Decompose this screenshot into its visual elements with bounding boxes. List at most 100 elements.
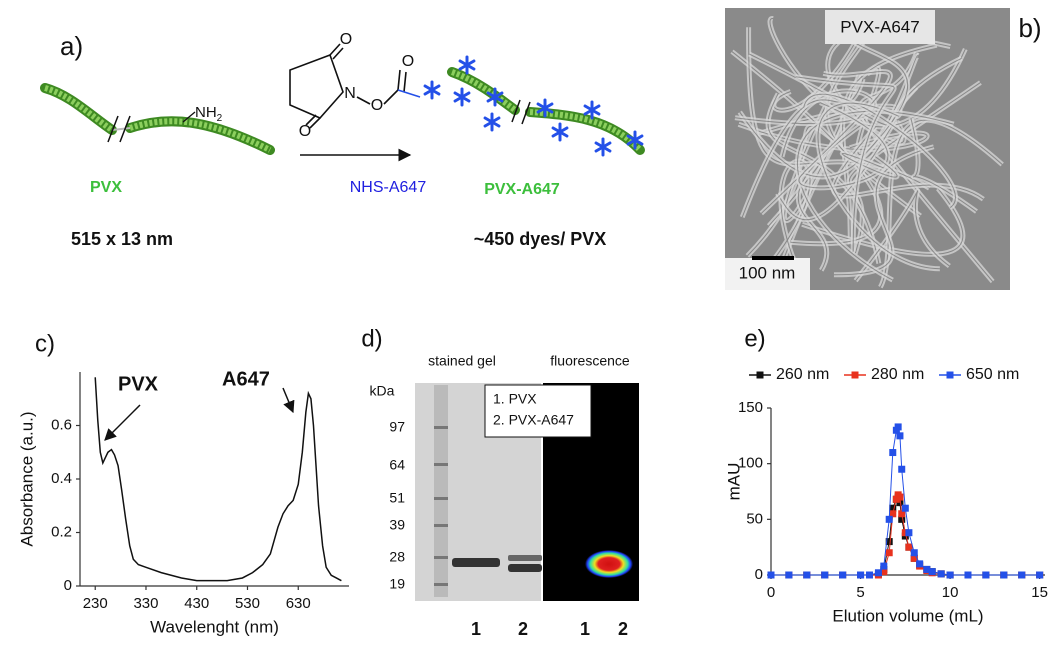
atom-label: O bbox=[371, 97, 383, 114]
fiber-edge bbox=[855, 190, 950, 282]
series-marker bbox=[889, 449, 897, 457]
caption-box bbox=[825, 10, 935, 44]
lane-label: 2 bbox=[518, 619, 528, 639]
legend-marker bbox=[756, 371, 764, 379]
series-marker bbox=[885, 515, 893, 523]
reagent-name: NHS-A647 bbox=[350, 179, 427, 196]
panel-label: b) bbox=[1018, 13, 1041, 43]
series-marker bbox=[896, 499, 904, 507]
micrograph-fibers bbox=[730, 13, 1004, 290]
series-marker bbox=[892, 495, 900, 503]
series-marker bbox=[898, 515, 906, 523]
x-axis-label: Elution volume (mL) bbox=[832, 606, 983, 625]
scale-label: 100 nm bbox=[739, 263, 796, 282]
panel-label: e) bbox=[744, 325, 765, 352]
lane-label: 1 bbox=[471, 619, 481, 639]
dye-marker bbox=[483, 112, 501, 132]
series-marker bbox=[767, 571, 775, 579]
series-marker bbox=[1036, 571, 1044, 579]
marker-label: 39 bbox=[389, 517, 405, 533]
series-marker bbox=[910, 549, 918, 557]
atom-label: O bbox=[340, 31, 352, 48]
series-marker bbox=[885, 549, 893, 557]
annotation: PVX bbox=[118, 373, 159, 395]
dye-marker bbox=[594, 137, 612, 157]
series-marker bbox=[857, 571, 865, 579]
marker-label: 51 bbox=[389, 490, 405, 506]
gel-bands bbox=[434, 385, 633, 597]
x-tick-label: 430 bbox=[184, 595, 209, 612]
legend-marker bbox=[946, 371, 954, 379]
amine: NH2 bbox=[195, 104, 223, 124]
legend-label: 650 nm bbox=[966, 366, 1019, 383]
series-marker bbox=[1000, 571, 1008, 579]
x-tick-label: 230 bbox=[83, 595, 108, 612]
fiber-edge bbox=[803, 93, 956, 209]
annotation-arrow bbox=[104, 404, 141, 441]
series-marker bbox=[946, 571, 954, 579]
pvx-rod bbox=[40, 83, 275, 155]
gel-legend-entry: 1. PVX bbox=[493, 391, 537, 407]
series-marker bbox=[896, 493, 904, 501]
gel-title: stained gel bbox=[428, 353, 496, 369]
series-marker bbox=[916, 560, 924, 568]
marker-label: 19 bbox=[389, 576, 405, 592]
y-axis-label: mAU bbox=[724, 463, 743, 501]
y-tick-label: 50 bbox=[746, 510, 763, 527]
amine-text: NH bbox=[195, 104, 217, 121]
legend-marker bbox=[851, 371, 859, 379]
series-marker bbox=[1018, 571, 1026, 579]
dye-marker bbox=[583, 100, 601, 120]
series-marker bbox=[964, 571, 972, 579]
atom-label: O bbox=[299, 123, 311, 140]
lane-label: 2 bbox=[618, 619, 628, 639]
x-tick-label: 15 bbox=[1031, 584, 1048, 601]
annotation: A647 bbox=[222, 368, 270, 390]
series-marker bbox=[785, 571, 793, 579]
series-marker bbox=[896, 432, 904, 440]
panel-label: c) bbox=[35, 330, 55, 357]
fiber-edge bbox=[741, 78, 864, 218]
dye-marker bbox=[458, 55, 476, 75]
lane-label: 1 bbox=[580, 619, 590, 639]
series-marker bbox=[885, 538, 893, 546]
series-marker bbox=[982, 571, 990, 579]
series-marker bbox=[898, 510, 906, 518]
gel-legend-entry: 2. PVX-A647 bbox=[493, 412, 574, 428]
series-marker bbox=[889, 504, 897, 512]
dye-marker bbox=[536, 98, 554, 118]
x-tick-label: 630 bbox=[286, 595, 311, 612]
dye-marker bbox=[486, 87, 504, 107]
reactant-name: PVX bbox=[90, 179, 122, 196]
series-marker bbox=[901, 504, 909, 512]
scale-box bbox=[725, 258, 810, 290]
pvx-a647-rod bbox=[447, 67, 645, 155]
y-tick-label: 150 bbox=[738, 399, 763, 416]
y-tick-label: 0.4 bbox=[51, 470, 72, 487]
annotation-arrow bbox=[282, 387, 295, 414]
series-marker bbox=[880, 568, 888, 576]
gel-labels: 97 64 51 39 28 19 1. PVX 2. PVX-A647 1 2 1 2 bbox=[389, 391, 628, 639]
fiber-edge bbox=[750, 160, 811, 288]
panel-label: d) bbox=[361, 325, 382, 352]
y-tick-label: 100 bbox=[738, 455, 763, 472]
x-tick-label: 330 bbox=[133, 595, 158, 612]
atom-label: O bbox=[402, 53, 414, 70]
gel-legend bbox=[484, 384, 592, 438]
series-line bbox=[771, 425, 1040, 576]
y-tick-label: 0 bbox=[64, 577, 72, 594]
series-marker bbox=[880, 562, 888, 570]
marker-label: 97 bbox=[389, 419, 405, 435]
series-marker bbox=[898, 465, 906, 473]
marker-label: 28 bbox=[389, 549, 405, 565]
y-tick-label: 0 bbox=[755, 566, 763, 583]
legend-label: 260 nm bbox=[776, 366, 829, 383]
series-marker bbox=[865, 571, 873, 579]
atom-label: N bbox=[344, 85, 356, 102]
reactant-size: 515 x 13 nm bbox=[71, 229, 173, 249]
dye-marker bbox=[453, 87, 471, 107]
fiber-edge bbox=[841, 152, 898, 178]
x-tick-label: 10 bbox=[942, 584, 959, 601]
dye-markers bbox=[423, 55, 644, 157]
y-axis-label: Absorbance (a.u.) bbox=[17, 411, 36, 546]
